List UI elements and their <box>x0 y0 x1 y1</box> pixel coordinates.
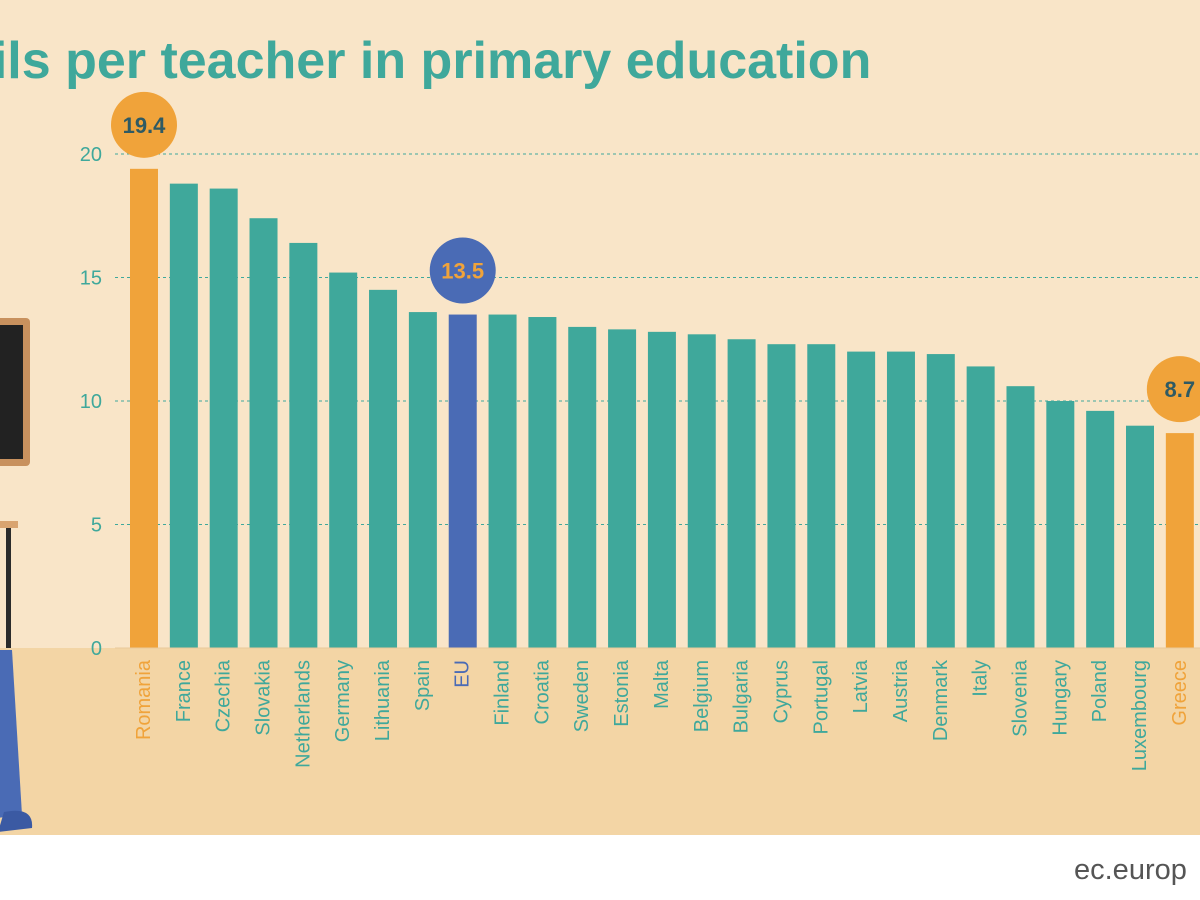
bar-spain <box>408 312 437 648</box>
bar-estonia <box>608 329 637 648</box>
teacher-with-chalkboard-illustration <box>0 318 33 832</box>
bar-malta <box>647 331 676 648</box>
bar-belgium <box>687 334 716 648</box>
category-label-greece: Greece <box>1169 660 1191 726</box>
bar-bulgaria <box>727 339 756 648</box>
category-label-luxembourg: Luxembourg <box>1129 660 1151 771</box>
y-tick-label-5: 5 <box>91 515 102 537</box>
category-label-latvia: Latvia <box>850 659 872 713</box>
bar-france <box>169 183 198 648</box>
category-label-cyprus: Cyprus <box>770 660 792 723</box>
bar-romania <box>130 168 158 648</box>
category-label-eu: EU <box>452 660 474 688</box>
category-label-slovakia: Slovakia <box>253 659 275 735</box>
bar-germany <box>329 272 358 648</box>
category-label-slovenia: Slovenia <box>1009 659 1031 737</box>
bar-hungary <box>1046 401 1075 648</box>
bar-portugal <box>807 344 836 648</box>
category-label-czechia: Czechia <box>213 659 235 732</box>
callout-value-greece: 8.7 <box>1165 377 1196 402</box>
bar-sweden <box>568 326 597 648</box>
bar-lithuania <box>369 289 398 648</box>
category-label-bulgaria: Bulgaria <box>731 659 753 733</box>
category-label-sweden: Sweden <box>571 660 593 732</box>
bar-chart: 0 5 10 15 20 Romania France Czechia Slovakia Net… <box>0 91 1200 832</box>
bar-denmark <box>926 354 955 648</box>
category-label-malta: Malta <box>651 659 673 709</box>
category-label-belgium: Belgium <box>691 660 713 732</box>
bar-netherlands <box>289 242 318 649</box>
bar-eu <box>448 314 477 648</box>
bar-croatia <box>528 317 557 648</box>
bar-slovakia <box>249 218 278 648</box>
desk-top <box>0 521 18 528</box>
callout-bubble-eu <box>429 237 496 304</box>
y-tick-label-10: 10 <box>80 391 102 413</box>
category-label-poland: Poland <box>1089 660 1111 722</box>
callout-value-romania: 19.4 <box>123 113 167 138</box>
bar-czechia <box>209 188 238 648</box>
bars <box>130 168 1194 649</box>
bar-latvia <box>847 351 876 648</box>
desk-leg <box>6 528 11 648</box>
category-label-austria: Austria <box>890 659 912 722</box>
category-label-spain: Spain <box>412 660 434 711</box>
category-label-netherlands: Netherlands <box>292 660 314 768</box>
category-label-italy: Italy <box>970 660 992 697</box>
floor-band <box>0 648 1200 835</box>
bar-luxembourg <box>1126 425 1154 648</box>
category-label-finland: Finland <box>492 660 514 726</box>
bar-poland <box>1086 410 1115 648</box>
category-label-romania: Romania <box>133 659 155 740</box>
y-tick-label-20: 20 <box>80 144 102 166</box>
category-label-hungary: Hungary <box>1049 660 1071 736</box>
category-label-france: France <box>173 660 195 722</box>
callout-bubble-romania <box>111 91 177 158</box>
value-callouts: 19.4 13.5 8.7 <box>111 91 1200 423</box>
category-label-estonia: Estonia <box>611 659 633 727</box>
callout-bubble-greece <box>1146 356 1200 423</box>
bar-italy <box>966 366 995 648</box>
teacher-leg <box>0 650 22 818</box>
bar-austria <box>886 351 915 648</box>
chart-title: of pupils per teacher in primary educati… <box>0 26 1200 96</box>
category-label-croatia: Croatia <box>531 659 553 724</box>
y-axis-ticks: 0 5 10 15 20 <box>80 144 102 660</box>
y-tick-label-15: 15 <box>80 268 102 290</box>
bar-greece <box>1165 433 1194 648</box>
source-credit: ec.europ <box>1074 854 1187 886</box>
bar-finland <box>488 314 517 648</box>
bar-slovenia <box>1006 386 1035 648</box>
bar-cyprus <box>767 344 796 648</box>
y-tick-label-0: 0 <box>91 638 102 660</box>
callout-value-eu: 13.5 <box>441 259 484 284</box>
category-label-lithuania: Lithuania <box>372 659 394 741</box>
teacher-shoe <box>0 810 33 832</box>
category-label-denmark: Denmark <box>930 659 952 741</box>
chalkboard-surface <box>0 325 23 459</box>
category-labels: Romania France Czechia Slovakia Netherlands G… <box>133 659 1191 771</box>
chart-title-text: of pupils per teacher in primary educati… <box>0 32 872 90</box>
category-label-germany: Germany <box>332 660 354 742</box>
category-label-portugal: Portugal <box>810 660 832 735</box>
